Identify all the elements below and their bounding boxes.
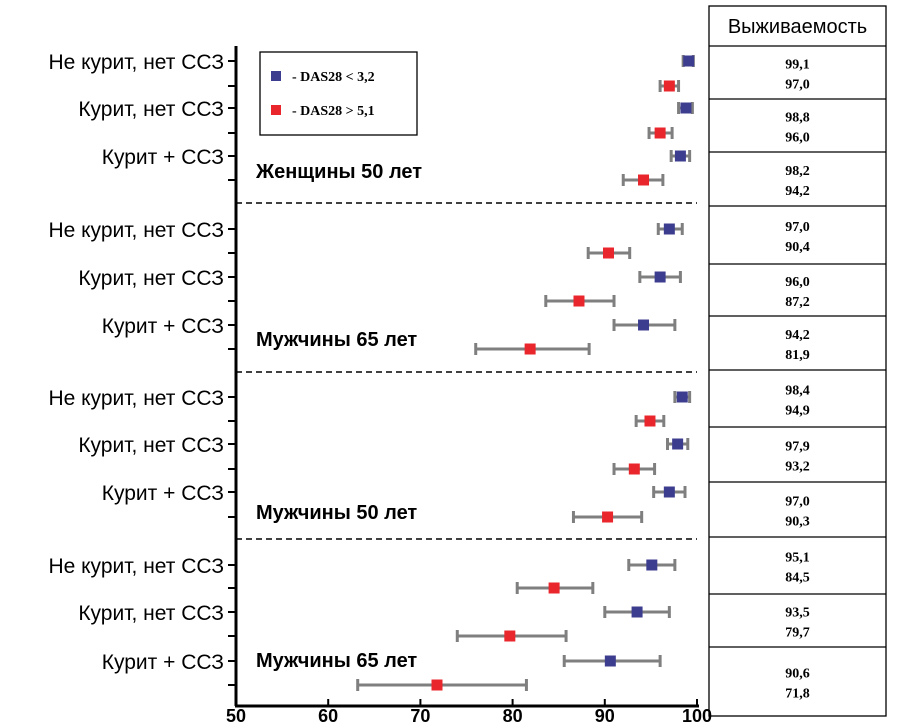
group-separators [236, 202, 697, 540]
point-low [631, 606, 643, 618]
plot-axes: 50 60 70 80 90 100 [226, 46, 712, 725]
point-low [654, 271, 666, 283]
group-label: Мужчины 65 лет [256, 650, 417, 672]
survival-value-low: 95,1 [785, 551, 810, 566]
survival-value-high: 94,9 [785, 404, 810, 419]
point-low [680, 102, 692, 114]
x-tick-label: 80 [503, 706, 523, 725]
row-label: Курит, нет ССЗ [78, 602, 224, 625]
point-high [638, 174, 650, 186]
point-high [663, 80, 675, 92]
survival-value-low: 93,5 [785, 606, 810, 621]
legend: - DAS28 < 3,2 - DAS28 > 5,1 [259, 51, 418, 136]
row-label: Не курит, нет ССЗ [48, 555, 224, 578]
x-tick-label: 50 [226, 706, 246, 725]
survival-value-low: 98,2 [785, 164, 810, 179]
survival-value-low: 96,0 [785, 275, 810, 290]
survival-value-low: 94,2 [785, 328, 810, 343]
row-label: Не курит, нет ССЗ [48, 219, 224, 242]
group-label: Мужчины 65 лет [256, 329, 417, 351]
survival-value-high: 87,2 [785, 295, 810, 310]
group-labels: Женщины 50 лет Мужчины 65 лет Мужчины 50 л… [255, 161, 422, 672]
point-low [638, 319, 650, 331]
row-label: Курит + ССЗ [102, 146, 224, 169]
survival-value-low: 98,8 [785, 111, 810, 126]
point-low [672, 438, 684, 450]
row-label: Курит + ССЗ [102, 315, 224, 338]
row-label: Не курит, нет ССЗ [48, 51, 224, 74]
point-high [504, 630, 516, 642]
point-high [644, 415, 656, 427]
point-high [602, 511, 614, 523]
group-label: Мужчины 50 лет [256, 502, 417, 524]
point-low [676, 391, 688, 403]
legend-marker [271, 71, 281, 81]
survival-value-high: 93,2 [785, 460, 810, 475]
row-label: Курит + ССЗ [102, 482, 224, 505]
point-low [663, 486, 675, 498]
row-label: Курит, нет ССЗ [78, 98, 224, 121]
survival-value-high: 90,4 [785, 240, 810, 255]
survival-value-high: 90,3 [785, 515, 810, 530]
row-label: Курит + ССЗ [102, 651, 224, 674]
legend-box [259, 51, 418, 136]
point-low [674, 150, 686, 162]
survival-value-high: 81,9 [785, 348, 810, 363]
x-tick-label: 70 [410, 706, 430, 725]
legend-label: - DAS28 > 5,1 [292, 104, 375, 119]
row-label: Курит, нет ССЗ [78, 434, 224, 457]
row-label: Не курит, нет ССЗ [48, 387, 224, 410]
legend-marker [271, 105, 281, 115]
survival-value-high: 71,8 [785, 687, 810, 702]
x-tick-label: 60 [318, 706, 338, 725]
survival-value-low: 97,0 [785, 220, 810, 235]
point-high [573, 295, 585, 307]
survival-value-low: 90,6 [785, 667, 810, 682]
survival-value-low: 99,1 [785, 58, 810, 73]
point-high [548, 582, 560, 594]
point-low [663, 223, 675, 235]
row-label: Курит, нет ССЗ [78, 267, 224, 290]
survival-value-high: 94,2 [785, 184, 810, 199]
point-low [683, 55, 695, 67]
point-high [431, 679, 443, 691]
group-label: Женщины 50 лет [255, 161, 422, 183]
point-high [654, 127, 666, 139]
plot-marks [356, 55, 695, 691]
row-labels: Не курит, нет ССЗ Курит, нет ССЗ Курит + С… [48, 51, 224, 674]
point-high [524, 343, 536, 355]
x-tick-label: 100 [682, 706, 712, 725]
survival-value-high: 84,5 [785, 571, 810, 586]
survival-value-low: 97,0 [785, 495, 810, 510]
point-low [646, 559, 658, 571]
point-low [604, 655, 616, 667]
x-tick-label: 90 [595, 706, 615, 725]
survival-table: Выживаемость 99,1 97,0 98,8 96,0 98,2 94,2 97,0… [708, 5, 887, 717]
point-high [602, 247, 614, 259]
survival-header: Выживаемость [728, 16, 867, 38]
survival-value-low: 98,4 [785, 384, 810, 399]
legend-label: - DAS28 < 3,2 [292, 70, 375, 85]
survival-value-low: 97,9 [785, 440, 810, 455]
survival-value-high: 97,0 [785, 78, 810, 93]
survival-table-border [708, 5, 887, 717]
survival-value-high: 79,7 [785, 626, 810, 641]
point-high [628, 463, 640, 475]
survival-value-high: 96,0 [785, 131, 810, 146]
